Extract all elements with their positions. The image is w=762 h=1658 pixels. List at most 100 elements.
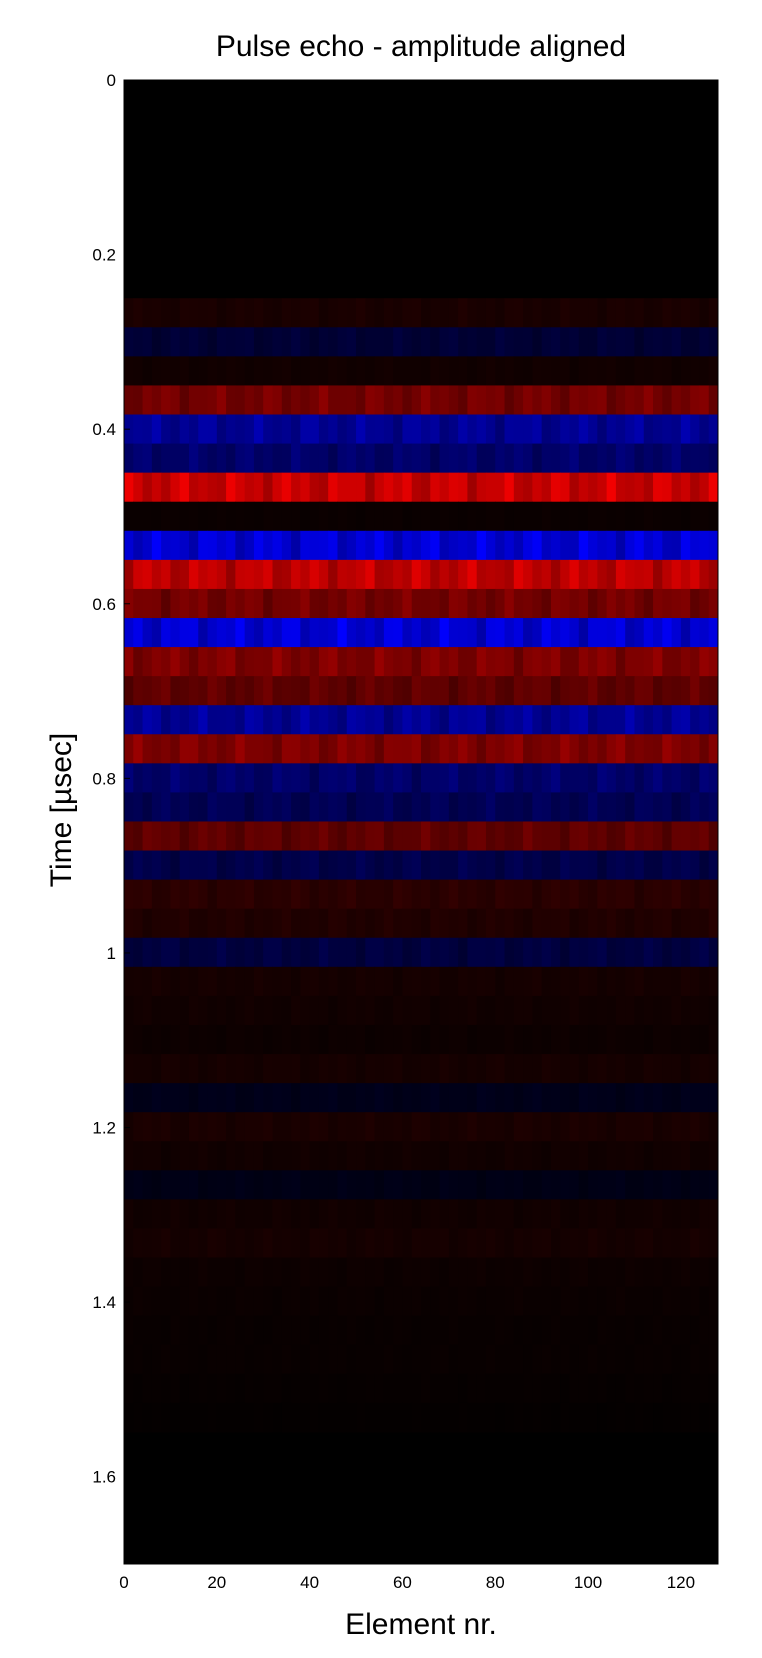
heatmap-cell xyxy=(430,501,441,532)
heatmap-cell xyxy=(625,1170,635,1200)
heatmap-cell xyxy=(346,1286,357,1317)
heatmap-cell xyxy=(495,908,506,939)
heatmap-cell xyxy=(142,676,153,706)
heatmap-cell xyxy=(226,443,236,474)
heatmap-cell xyxy=(532,676,543,706)
heatmap-cell xyxy=(615,763,626,793)
heatmap-cell xyxy=(541,1170,552,1200)
heatmap-cell xyxy=(272,1373,283,1404)
heatmap-cell xyxy=(634,356,645,386)
heatmap-cell xyxy=(365,1112,376,1142)
heatmap-cell xyxy=(643,937,654,968)
heatmap-cell xyxy=(393,1112,403,1142)
heatmap-cell xyxy=(597,1112,608,1142)
heatmap-cell xyxy=(383,676,394,706)
heatmap-cell xyxy=(662,559,673,590)
heatmap-cell xyxy=(170,995,181,1026)
heatmap-cell xyxy=(699,705,710,735)
heatmap-cell xyxy=(337,995,348,1026)
heatmap-cell xyxy=(346,1315,357,1346)
heatmap-cell xyxy=(198,385,209,416)
heatmap-cell xyxy=(142,995,153,1026)
heatmap-cell xyxy=(495,298,506,328)
y-tick-label: 1 xyxy=(107,944,116,963)
heatmap-cell xyxy=(643,1083,654,1113)
heatmap-cell xyxy=(421,879,431,910)
heatmap-cell xyxy=(198,1373,209,1404)
heatmap-cell xyxy=(597,821,608,852)
heatmap-cell xyxy=(448,908,459,939)
heatmap-cell xyxy=(216,879,227,910)
heatmap-cell xyxy=(318,1228,329,1259)
heatmap-cell xyxy=(523,501,533,532)
heatmap-cell xyxy=(448,443,459,474)
heatmap-cell xyxy=(625,298,635,328)
heatmap-cell xyxy=(588,763,598,793)
heatmap-cell xyxy=(458,966,468,997)
heatmap-cell xyxy=(513,647,524,677)
heatmap-cell xyxy=(291,1054,301,1084)
heatmap-cell xyxy=(421,792,431,822)
heatmap-cell xyxy=(699,588,710,619)
heatmap-cell xyxy=(309,1257,320,1288)
heatmap-cell xyxy=(188,647,199,677)
heatmap-cell xyxy=(188,1170,199,1200)
heatmap-cell xyxy=(671,1228,682,1259)
heatmap-cell xyxy=(653,1199,663,1229)
heatmap-cell xyxy=(495,850,506,881)
heatmap-cell xyxy=(588,1024,598,1055)
heatmap-cell xyxy=(476,1402,487,1433)
heatmap-cell xyxy=(356,327,366,357)
heatmap-cell xyxy=(402,850,413,881)
heatmap-cell xyxy=(346,327,357,357)
heatmap-cell xyxy=(569,676,580,706)
heatmap-cell xyxy=(625,1315,635,1346)
heatmap-cell xyxy=(216,1083,227,1113)
heatmap-cell xyxy=(383,1228,394,1259)
heatmap-cell xyxy=(513,995,524,1026)
heatmap-cell xyxy=(356,1112,366,1142)
heatmap-cell xyxy=(133,937,144,968)
heatmap-cell xyxy=(365,443,376,474)
heatmap-cell xyxy=(309,356,320,386)
heatmap-cell xyxy=(383,298,394,328)
heatmap-cell xyxy=(365,501,376,532)
heatmap-cell xyxy=(151,792,162,822)
heatmap-cell xyxy=(346,298,357,328)
heatmap-cell xyxy=(467,879,478,910)
heatmap-cell xyxy=(504,676,515,706)
heatmap-cell xyxy=(411,792,422,822)
heatmap-cell xyxy=(235,617,246,648)
heatmap-cell xyxy=(560,327,570,357)
heatmap-cell xyxy=(643,1141,654,1171)
heatmap-cell xyxy=(179,559,190,590)
heatmap-cell xyxy=(346,356,357,386)
heatmap-cell xyxy=(560,1199,570,1229)
heatmap-cell xyxy=(485,908,496,939)
heatmap-cell xyxy=(690,385,700,416)
heatmap-cell xyxy=(680,705,691,735)
heatmap-cell xyxy=(253,443,264,474)
heatmap-cell xyxy=(625,1402,635,1433)
heatmap-cell xyxy=(708,937,719,968)
heatmap-cell xyxy=(708,647,719,677)
heatmap-cell xyxy=(699,501,710,532)
heatmap-cell xyxy=(309,472,320,503)
heatmap-cell xyxy=(244,1170,255,1200)
heatmap-cell xyxy=(615,1257,626,1288)
heatmap-cell xyxy=(495,1024,506,1055)
heatmap-cell xyxy=(365,298,376,328)
heatmap-cell xyxy=(244,966,255,997)
heatmap-cell xyxy=(244,1054,255,1084)
heatmap-cell xyxy=(142,1024,153,1055)
y-tick-label: 0.6 xyxy=(92,595,116,614)
heatmap-cell xyxy=(253,617,264,648)
heatmap-cell xyxy=(281,676,292,706)
heatmap-cell xyxy=(458,501,468,532)
heatmap-cell xyxy=(235,1024,246,1055)
heatmap-cell xyxy=(485,1141,496,1171)
heatmap-cell xyxy=(170,908,181,939)
heatmap-cell xyxy=(411,1315,422,1346)
heatmap-cell xyxy=(690,530,700,561)
heatmap-cell xyxy=(699,356,710,386)
